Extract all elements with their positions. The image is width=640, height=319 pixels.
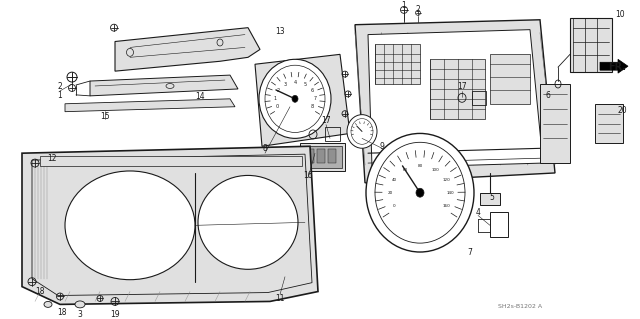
Ellipse shape xyxy=(65,171,195,280)
Ellipse shape xyxy=(347,115,377,148)
Text: 16: 16 xyxy=(303,171,313,181)
Ellipse shape xyxy=(44,301,52,308)
Text: 2: 2 xyxy=(58,83,62,92)
Bar xyxy=(490,54,530,104)
Text: 7: 7 xyxy=(314,96,317,101)
Text: 4: 4 xyxy=(293,80,296,85)
Text: 0: 0 xyxy=(393,204,396,208)
Text: 7: 7 xyxy=(468,248,472,256)
Bar xyxy=(317,149,325,163)
Text: 17: 17 xyxy=(457,83,467,92)
Text: 3: 3 xyxy=(77,310,83,319)
Polygon shape xyxy=(368,30,543,168)
Text: 100: 100 xyxy=(431,168,439,172)
Polygon shape xyxy=(90,75,238,96)
Bar xyxy=(325,127,340,141)
Bar xyxy=(375,44,420,84)
Bar xyxy=(300,143,345,171)
Text: 2: 2 xyxy=(276,88,279,93)
Bar xyxy=(40,156,302,166)
Bar xyxy=(570,18,612,72)
Bar xyxy=(540,84,570,163)
Ellipse shape xyxy=(416,188,424,197)
Ellipse shape xyxy=(259,59,331,138)
Text: 4: 4 xyxy=(476,208,481,217)
Ellipse shape xyxy=(198,175,298,269)
Text: 160: 160 xyxy=(442,204,450,208)
Ellipse shape xyxy=(366,133,474,252)
Ellipse shape xyxy=(205,183,291,262)
Text: 3: 3 xyxy=(284,83,287,87)
Text: 10: 10 xyxy=(615,10,625,19)
Text: 140: 140 xyxy=(446,191,454,195)
Ellipse shape xyxy=(292,95,298,102)
Text: 13: 13 xyxy=(275,27,285,36)
Text: 11: 11 xyxy=(275,294,285,303)
Text: 15: 15 xyxy=(100,112,110,121)
Text: 120: 120 xyxy=(442,178,450,182)
Text: 17: 17 xyxy=(321,116,331,125)
Polygon shape xyxy=(600,59,628,73)
Ellipse shape xyxy=(351,119,373,144)
Text: 5: 5 xyxy=(490,193,495,202)
Ellipse shape xyxy=(72,178,188,272)
Bar xyxy=(430,59,485,119)
Bar xyxy=(490,212,508,237)
Text: 8: 8 xyxy=(262,144,268,153)
Bar xyxy=(328,149,336,163)
Text: 6: 6 xyxy=(545,91,550,100)
Text: SH2s-B1202 A: SH2s-B1202 A xyxy=(498,304,542,309)
Text: 20: 20 xyxy=(387,191,392,195)
Text: 1: 1 xyxy=(273,96,276,101)
Text: 1: 1 xyxy=(402,1,406,11)
Text: 1: 1 xyxy=(58,91,62,100)
Text: 40: 40 xyxy=(392,178,397,182)
Bar xyxy=(306,149,314,163)
Text: 18: 18 xyxy=(57,308,67,317)
Polygon shape xyxy=(115,28,260,71)
Polygon shape xyxy=(355,20,555,183)
Text: FR.: FR. xyxy=(608,62,626,72)
Ellipse shape xyxy=(375,142,465,243)
Bar xyxy=(595,104,623,143)
Text: 8: 8 xyxy=(311,104,314,109)
Polygon shape xyxy=(22,146,318,304)
Ellipse shape xyxy=(265,65,325,132)
Bar xyxy=(472,91,486,105)
Polygon shape xyxy=(255,54,350,146)
Polygon shape xyxy=(65,99,235,112)
Text: 0: 0 xyxy=(276,104,279,109)
Bar xyxy=(303,146,342,168)
Text: 19: 19 xyxy=(110,310,120,319)
Text: 2: 2 xyxy=(415,5,420,14)
Text: 5: 5 xyxy=(303,83,307,87)
Text: 14: 14 xyxy=(195,93,205,101)
Text: 20: 20 xyxy=(617,106,627,115)
Text: 12: 12 xyxy=(47,154,57,163)
Text: 6: 6 xyxy=(311,88,314,93)
Text: 60: 60 xyxy=(403,168,408,172)
Text: 9: 9 xyxy=(380,142,385,151)
Bar xyxy=(480,193,500,204)
Text: 18: 18 xyxy=(35,287,45,296)
Text: 80: 80 xyxy=(417,164,422,168)
Ellipse shape xyxy=(75,301,85,308)
